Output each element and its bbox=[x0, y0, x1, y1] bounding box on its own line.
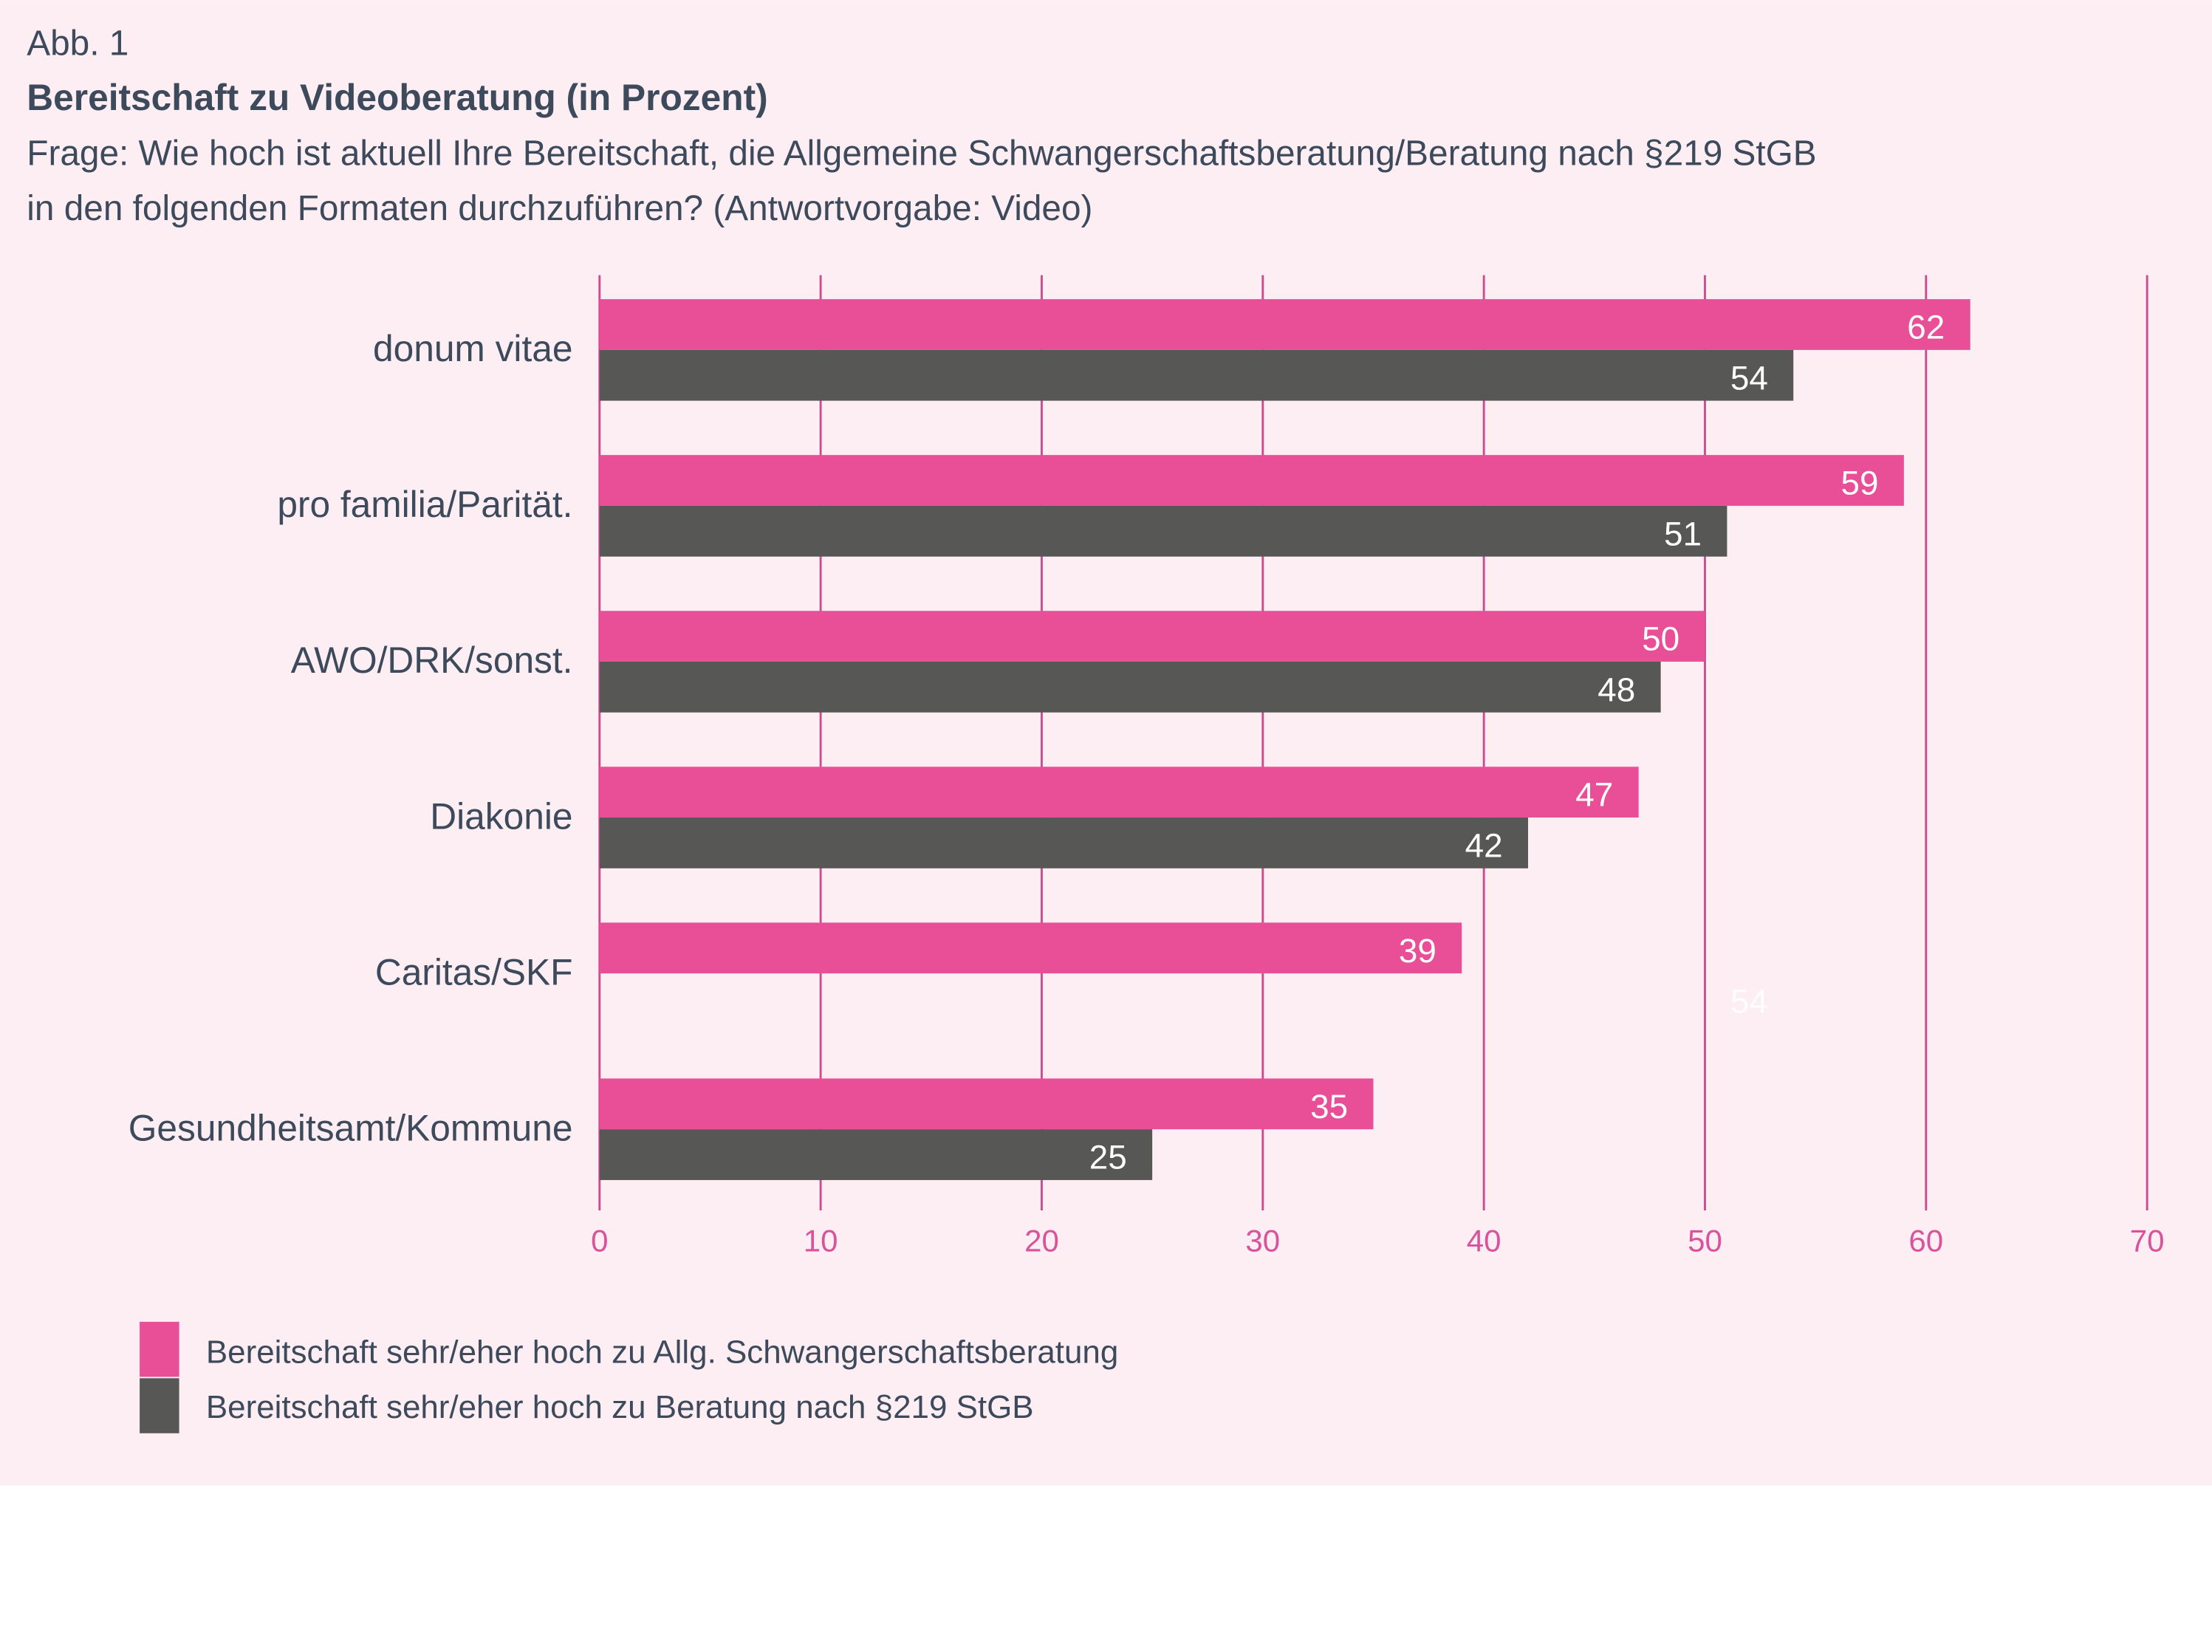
bar-value-label: 59 bbox=[1841, 465, 1879, 502]
x-tick-label: 10 bbox=[804, 1223, 838, 1258]
x-tick-label: 40 bbox=[1467, 1223, 1502, 1258]
chart-subtitle-line-2: in den folgenden Formaten durchzuführen?… bbox=[27, 189, 1092, 228]
bar-value-label: 47 bbox=[1575, 776, 1613, 814]
stray-value-label: 54 bbox=[1730, 983, 1768, 1021]
category-label: Caritas/SKF bbox=[375, 951, 573, 993]
x-tick-label: 30 bbox=[1245, 1223, 1280, 1258]
bar bbox=[599, 299, 1970, 350]
bar bbox=[599, 922, 1462, 974]
bar-value-label: 62 bbox=[1907, 309, 1945, 346]
bar-value-label: 39 bbox=[1399, 932, 1437, 970]
bar-value-label: 48 bbox=[1598, 671, 1635, 708]
bar bbox=[599, 505, 1728, 557]
category-label: Diakonie bbox=[430, 795, 572, 837]
category-label: pro familia/Parität. bbox=[277, 484, 572, 525]
bar bbox=[599, 455, 1904, 506]
legend-swatch-pink bbox=[140, 1321, 179, 1377]
bar-value-label: 42 bbox=[1465, 827, 1503, 865]
chart-subtitle-line-1: Frage: Wie hoch ist aktuell Ihre Bereits… bbox=[27, 134, 1816, 174]
bar bbox=[599, 767, 1639, 818]
x-tick-label: 50 bbox=[1688, 1223, 1722, 1258]
bar bbox=[599, 1129, 1153, 1180]
bar-value-label: 35 bbox=[1310, 1088, 1348, 1125]
category-label: AWO/DRK/sonst. bbox=[291, 640, 573, 681]
x-tick-label: 0 bbox=[591, 1223, 608, 1258]
category-label: donum vitae bbox=[373, 328, 573, 369]
legend-label-pink: Bereitschaft sehr/eher hoch zu Allg. Sch… bbox=[206, 1334, 1118, 1370]
legend-swatch-gray bbox=[140, 1378, 179, 1433]
bar-value-label: 25 bbox=[1089, 1139, 1127, 1176]
bar bbox=[599, 661, 1661, 713]
chart-background bbox=[0, 0, 2212, 1486]
legend-label-gray: Bereitschaft sehr/eher hoch zu Beratung … bbox=[206, 1389, 1034, 1425]
chart-title: Bereitschaft zu Videoberatung (in Prozen… bbox=[27, 77, 767, 118]
bar-value-label: 54 bbox=[1730, 359, 1768, 397]
figure-label: Abb. 1 bbox=[27, 24, 129, 64]
bar-value-label: 51 bbox=[1664, 515, 1702, 552]
bar bbox=[599, 349, 1794, 401]
x-tick-label: 20 bbox=[1024, 1223, 1059, 1258]
x-tick-label: 60 bbox=[1908, 1223, 1943, 1258]
x-tick-label: 70 bbox=[2130, 1223, 2165, 1258]
category-label: Gesundheitsamt/Kommune bbox=[129, 1107, 573, 1148]
bar bbox=[599, 611, 1705, 662]
bar-value-label: 50 bbox=[1642, 620, 1679, 658]
bar bbox=[599, 818, 1528, 868]
bar bbox=[599, 1078, 1374, 1130]
